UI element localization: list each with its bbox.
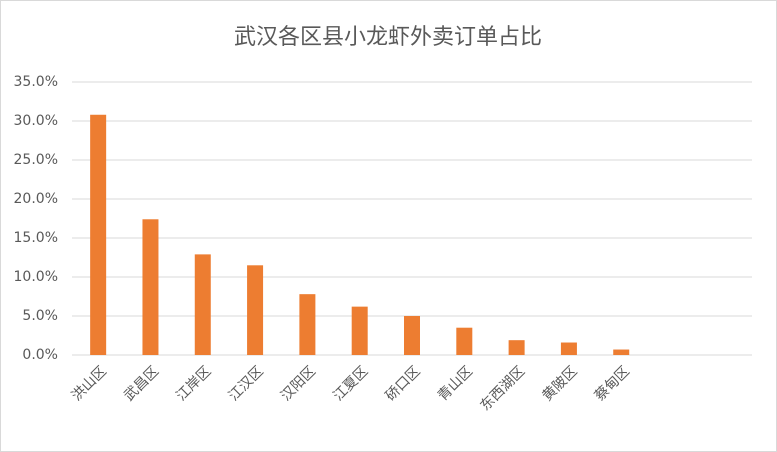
- y-tick-label: 0.0%: [22, 347, 58, 363]
- y-tick-label: 20.0%: [14, 191, 58, 207]
- y-tick-label: 10.0%: [14, 269, 58, 285]
- y-tick-label: 30.0%: [14, 113, 58, 129]
- bar: [456, 327, 473, 355]
- bar: [90, 114, 107, 355]
- bar: [247, 265, 264, 355]
- bar: [142, 219, 159, 355]
- bar: [508, 340, 525, 355]
- bar: [351, 306, 368, 355]
- bar: [560, 342, 577, 355]
- bar: [299, 294, 316, 355]
- bar: [613, 349, 630, 355]
- y-tick-label: 35.0%: [14, 74, 58, 90]
- y-tick-label: 5.0%: [22, 308, 58, 324]
- chart-title: 武汉各区县小龙虾外卖订单占比: [234, 25, 542, 50]
- y-tick-label: 15.0%: [14, 230, 58, 246]
- bar: [194, 254, 211, 355]
- y-tick-label: 25.0%: [14, 152, 58, 168]
- bar: [404, 316, 420, 355]
